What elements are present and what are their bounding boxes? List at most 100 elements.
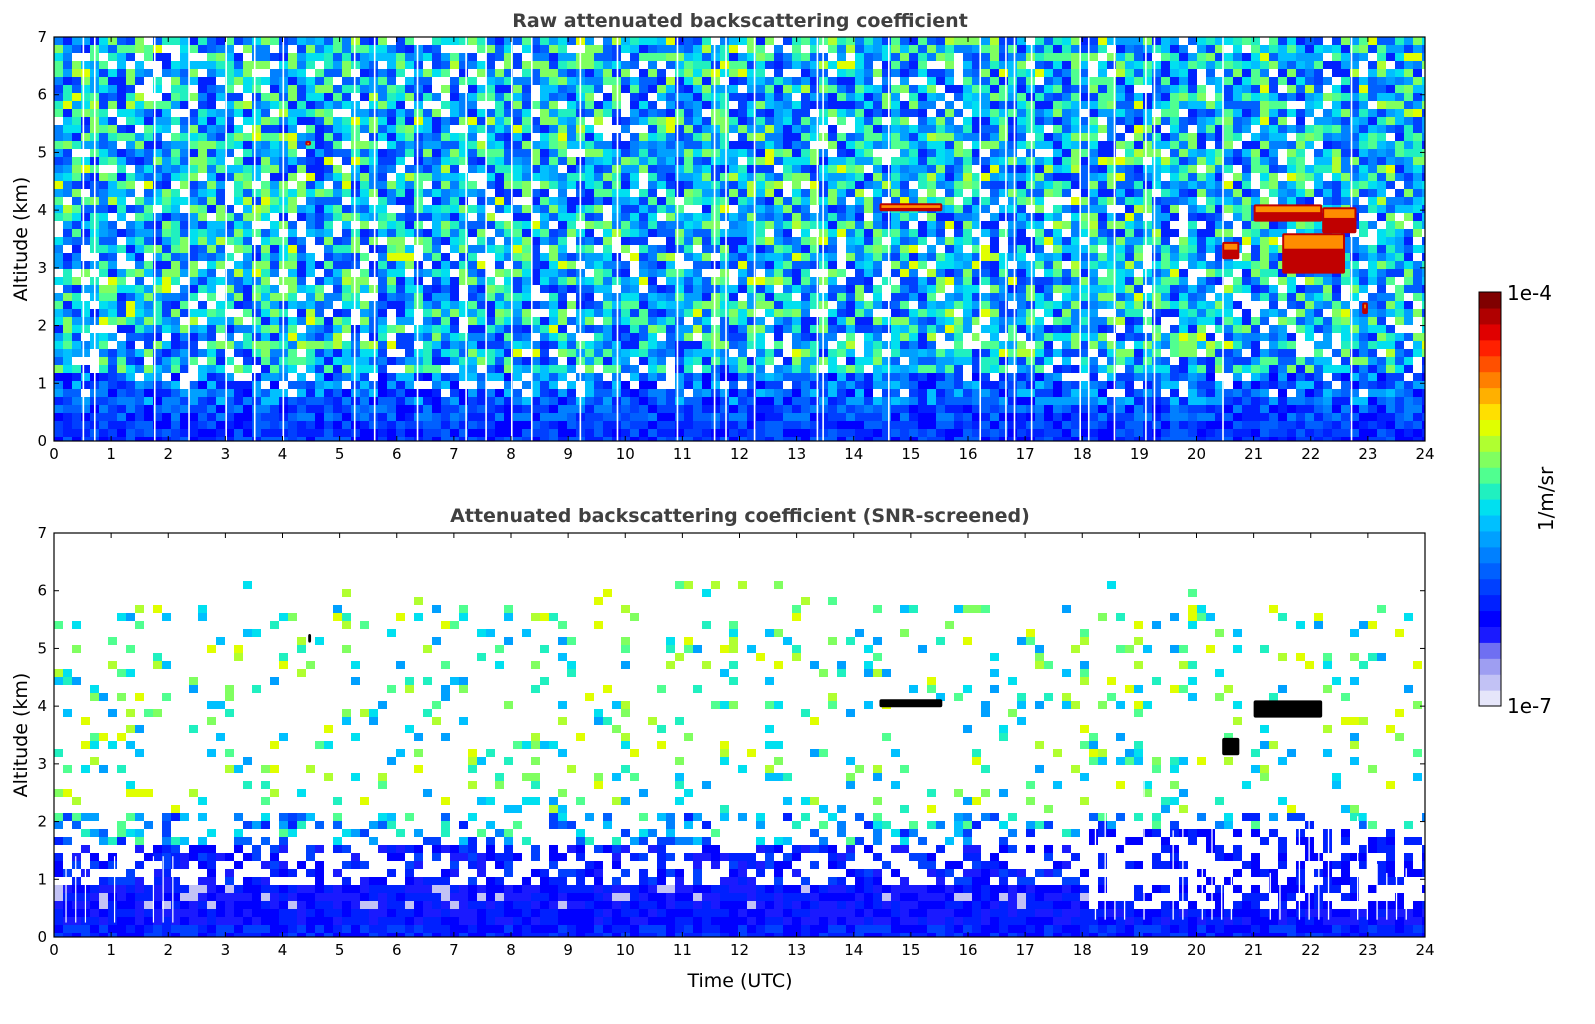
- raw-cell: [630, 205, 639, 213]
- raw-cell: [288, 189, 297, 197]
- raw-cell: [189, 237, 198, 245]
- raw-cell: [315, 437, 324, 441]
- raw-cell: [684, 309, 693, 317]
- raw-cell: [360, 53, 369, 61]
- raw-cell: [108, 221, 117, 229]
- raw-cell: [621, 85, 630, 93]
- raw-cell: [873, 157, 882, 165]
- raw-cell: [585, 405, 594, 413]
- raw-cell: [801, 309, 810, 317]
- raw-cell: [306, 285, 315, 293]
- raw-cell: [54, 237, 63, 245]
- raw-cell: [612, 213, 621, 221]
- raw-cell: [432, 69, 441, 77]
- raw-cell: [783, 173, 792, 181]
- raw-cell: [765, 157, 774, 165]
- raw-cell: [369, 141, 378, 149]
- raw-cell: [207, 181, 216, 189]
- raw-cell: [405, 229, 414, 237]
- raw-cell: [756, 341, 765, 349]
- raw-cell: [540, 381, 549, 389]
- raw-cell: [639, 341, 648, 349]
- raw-cell: [585, 61, 594, 69]
- raw-cell: [540, 61, 549, 69]
- raw-cell: [900, 149, 909, 157]
- raw-cell: [468, 229, 477, 237]
- raw-cell: [900, 389, 909, 397]
- raw-cell: [342, 101, 351, 109]
- raw-cell: [774, 381, 783, 389]
- raw-cell: [81, 173, 90, 181]
- raw-cell: [189, 405, 198, 413]
- raw-cell: [594, 285, 603, 293]
- raw-cell: [882, 301, 891, 309]
- raw-cell: [144, 77, 153, 85]
- raw-cell: [468, 365, 477, 373]
- raw-cell: [423, 173, 432, 181]
- raw-cell: [234, 77, 243, 85]
- raw-cell: [243, 85, 252, 93]
- raw-cell: [747, 173, 756, 181]
- raw-cell: [837, 421, 846, 429]
- raw-cell: [252, 165, 261, 173]
- raw-cell: [216, 149, 225, 157]
- raw-cell: [711, 109, 720, 117]
- raw-cell: [495, 405, 504, 413]
- raw-cell: [684, 189, 693, 197]
- raw-cell: [54, 45, 63, 53]
- raw-cell: [594, 109, 603, 117]
- raw-cell: [207, 357, 216, 365]
- raw-cell: [261, 253, 270, 261]
- raw-cell: [657, 237, 666, 245]
- raw-cell: [234, 309, 243, 317]
- raw-cell: [225, 293, 234, 301]
- raw-cell: [828, 45, 837, 53]
- raw-cell: [216, 277, 225, 285]
- raw-cell: [621, 301, 630, 309]
- raw-cell: [513, 397, 522, 405]
- raw-cell: [891, 389, 900, 397]
- raw-cell: [486, 157, 495, 165]
- raw-cell: [234, 397, 243, 405]
- raw-cell: [675, 381, 684, 389]
- raw-cell: [702, 341, 711, 349]
- raw-cell: [765, 197, 774, 205]
- raw-cell: [153, 429, 162, 437]
- raw-cell: [882, 285, 891, 293]
- raw-cell: [414, 317, 423, 325]
- raw-cell: [765, 413, 774, 421]
- raw-cell: [693, 181, 702, 189]
- raw-cell: [414, 389, 423, 397]
- raw-cell: [342, 293, 351, 301]
- raw-cell: [369, 93, 378, 101]
- raw-cell: [387, 85, 396, 93]
- raw-cell: [612, 437, 621, 441]
- raw-cell: [360, 365, 369, 373]
- raw-cell: [513, 349, 522, 357]
- raw-cell: [486, 117, 495, 125]
- raw-cell: [108, 37, 117, 45]
- raw-cell: [468, 309, 477, 317]
- raw-cell: [549, 253, 558, 261]
- raw-cell: [918, 357, 927, 365]
- raw-cell: [342, 197, 351, 205]
- raw-cell: [387, 189, 396, 197]
- raw-cell: [657, 261, 666, 269]
- raw-cell: [855, 261, 864, 269]
- raw-cell: [396, 53, 405, 61]
- raw-cell: [558, 45, 567, 53]
- raw-cell: [333, 237, 342, 245]
- raw-cell: [729, 357, 738, 365]
- raw-cell: [234, 37, 243, 45]
- raw-cell: [801, 197, 810, 205]
- raw-cell: [657, 229, 666, 237]
- raw-cell: [396, 181, 405, 189]
- raw-cell: [315, 365, 324, 373]
- raw-cell: [639, 125, 648, 133]
- raw-cell: [54, 421, 63, 429]
- raw-cell: [495, 253, 504, 261]
- raw-cell: [387, 141, 396, 149]
- raw-cell: [270, 341, 279, 349]
- raw-cell: [423, 285, 432, 293]
- raw-cell: [594, 197, 603, 205]
